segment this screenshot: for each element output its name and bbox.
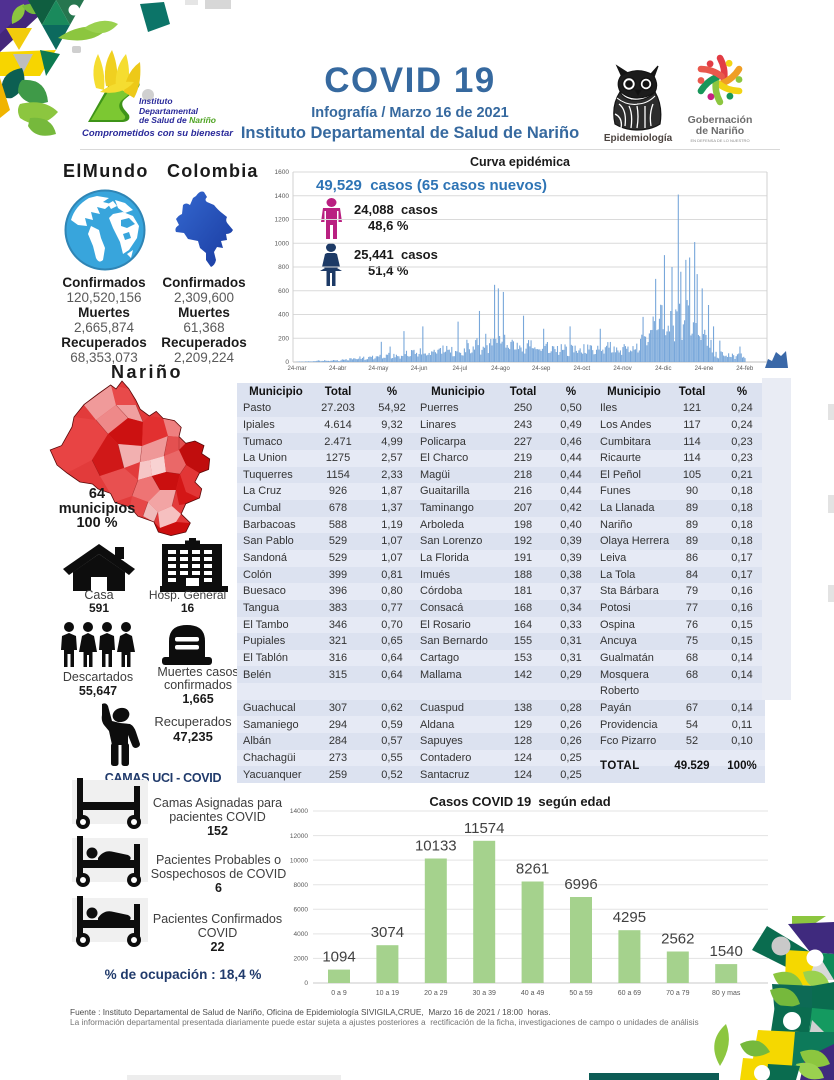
svg-text:8000: 8000: [294, 882, 309, 889]
svg-text:6000: 6000: [294, 907, 309, 914]
svg-text:10133: 10133: [415, 838, 457, 855]
svg-text:2000: 2000: [294, 956, 309, 963]
svg-text:24-oct: 24-oct: [574, 366, 591, 372]
svg-text:1000: 1000: [275, 240, 290, 247]
svg-text:40 a 49: 40 a 49: [521, 990, 544, 997]
svg-text:200: 200: [278, 335, 289, 342]
svg-text:600: 600: [278, 288, 289, 295]
svg-text:24-abr: 24-abr: [329, 366, 346, 372]
svg-text:24-mar: 24-mar: [287, 366, 306, 372]
svg-text:0: 0: [304, 980, 308, 987]
svg-text:24-ene: 24-ene: [695, 366, 714, 372]
svg-text:1200: 1200: [275, 217, 290, 224]
svg-text:12000: 12000: [290, 833, 308, 840]
svg-text:1094: 1094: [322, 949, 355, 966]
svg-text:24-nov: 24-nov: [613, 366, 631, 372]
svg-text:400: 400: [278, 312, 289, 319]
svg-text:24-dic: 24-dic: [655, 366, 671, 372]
svg-text:11574: 11574: [464, 820, 505, 837]
svg-text:14000: 14000: [290, 808, 308, 815]
svg-text:80 y mas: 80 y mas: [712, 990, 741, 997]
svg-text:10000: 10000: [290, 857, 308, 864]
svg-text:3074: 3074: [371, 924, 404, 941]
svg-text:6996: 6996: [564, 876, 597, 893]
svg-text:2562: 2562: [661, 931, 694, 948]
svg-text:4000: 4000: [294, 931, 309, 938]
svg-text:8261: 8261: [516, 861, 549, 878]
svg-text:60 a 69: 60 a 69: [618, 990, 641, 997]
svg-text:24-jul: 24-jul: [452, 366, 467, 372]
svg-text:24-ago: 24-ago: [491, 366, 510, 372]
svg-text:30 a 39: 30 a 39: [473, 990, 496, 997]
svg-text:1600: 1600: [275, 169, 290, 176]
svg-text:10 a 19: 10 a 19: [376, 990, 399, 997]
svg-text:0 a 9: 0 a 9: [331, 990, 347, 997]
svg-text:20 a 29: 20 a 29: [424, 990, 447, 997]
svg-text:1540: 1540: [710, 943, 743, 960]
svg-text:1400: 1400: [275, 193, 290, 200]
svg-text:24-jun: 24-jun: [411, 366, 428, 372]
svg-text:4295: 4295: [613, 909, 646, 926]
svg-text:800: 800: [278, 264, 289, 271]
svg-text:0: 0: [285, 359, 289, 366]
svg-text:70 a 79: 70 a 79: [666, 990, 689, 997]
svg-text:24-feb: 24-feb: [736, 366, 754, 372]
svg-text:24-sep: 24-sep: [532, 366, 551, 372]
svg-text:50 a 59: 50 a 59: [569, 990, 592, 997]
svg-text:24-may: 24-may: [368, 366, 388, 372]
